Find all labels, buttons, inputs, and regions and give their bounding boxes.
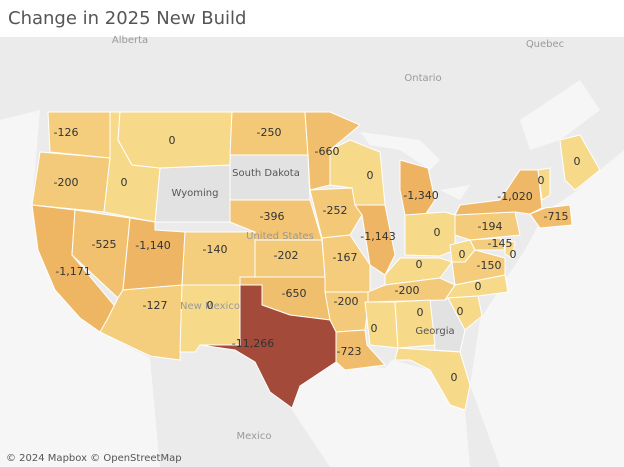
value-label: 0: [574, 155, 581, 168]
value-label: -167: [333, 251, 358, 264]
value-label: 0: [121, 176, 128, 189]
state: [394, 299, 436, 349]
place-label: Alberta: [112, 35, 148, 46]
states: [31, 111, 601, 411]
title: Change in 2025 New Build: [8, 8, 246, 29]
atlantic-ocean: [470, 150, 624, 467]
place-label: New Mexico: [180, 301, 240, 312]
value-label: 0: [434, 226, 441, 239]
state: [454, 169, 543, 216]
value-label: -1,143: [360, 230, 395, 243]
value-label: 0: [416, 258, 423, 271]
state: [335, 329, 387, 371]
value-label: 0: [451, 371, 458, 384]
state: [309, 187, 363, 239]
value-label: -660: [315, 145, 340, 158]
place-label: Ontario: [404, 73, 441, 84]
value-label: 0: [207, 299, 214, 312]
value-label: -202: [274, 249, 299, 262]
value-label: -126: [54, 126, 79, 139]
value-label: -145: [488, 237, 513, 250]
value-label: -200: [395, 284, 420, 297]
value-label: 0: [367, 169, 374, 182]
value-label: -396: [260, 210, 285, 223]
value-label: 0: [457, 305, 464, 318]
value-label: 0: [538, 174, 545, 187]
value-label: -250: [257, 126, 282, 139]
pacific-ocean: [0, 110, 160, 467]
value-label: -140: [203, 243, 228, 256]
value-label: 0: [169, 134, 176, 147]
no-data-label: South Dakota: [232, 168, 300, 179]
value-label: -200: [334, 295, 359, 308]
value-label: 0: [510, 248, 517, 261]
value-label: 0: [475, 280, 482, 293]
value-label: -715: [544, 210, 569, 223]
value-label: -150: [477, 259, 502, 272]
value-label: 0: [417, 306, 424, 319]
state: [404, 211, 456, 257]
value-label: -252: [323, 204, 348, 217]
value-label: -200: [54, 176, 79, 189]
no-data-label: Georgia: [415, 326, 454, 337]
state: [99, 284, 183, 361]
attribution: © 2024 Mapbox © OpenStreetMap: [6, 453, 182, 464]
value-label: -1,020: [497, 190, 532, 203]
place-label: Quebec: [526, 39, 564, 50]
value-label: 0: [459, 248, 466, 261]
state: [537, 167, 551, 201]
value-label: -127: [143, 299, 168, 312]
place-label: United States: [246, 231, 314, 242]
state: [529, 204, 573, 229]
value-label: -11,266: [232, 337, 274, 350]
value-label: -723: [337, 345, 362, 358]
value-label: -650: [282, 287, 307, 300]
state: [199, 284, 337, 409]
no-data-label: Wyoming: [172, 188, 219, 199]
place-label: Mexico: [237, 431, 272, 442]
state: [504, 239, 516, 259]
value-label: -1,340: [403, 189, 438, 202]
lakes: [360, 80, 600, 200]
value-label: 0: [371, 322, 378, 335]
value-label: -525: [92, 238, 117, 251]
value-label: -1,171: [55, 265, 90, 278]
state: [447, 295, 483, 331]
state: [559, 134, 601, 191]
value-label: -194: [478, 220, 503, 233]
gulf-of-mexico: [292, 360, 470, 467]
value-label: -1,140: [135, 239, 170, 252]
state: [394, 347, 471, 411]
labels: Alberta Quebec Ontario Mexico United States N…: [54, 35, 581, 442]
